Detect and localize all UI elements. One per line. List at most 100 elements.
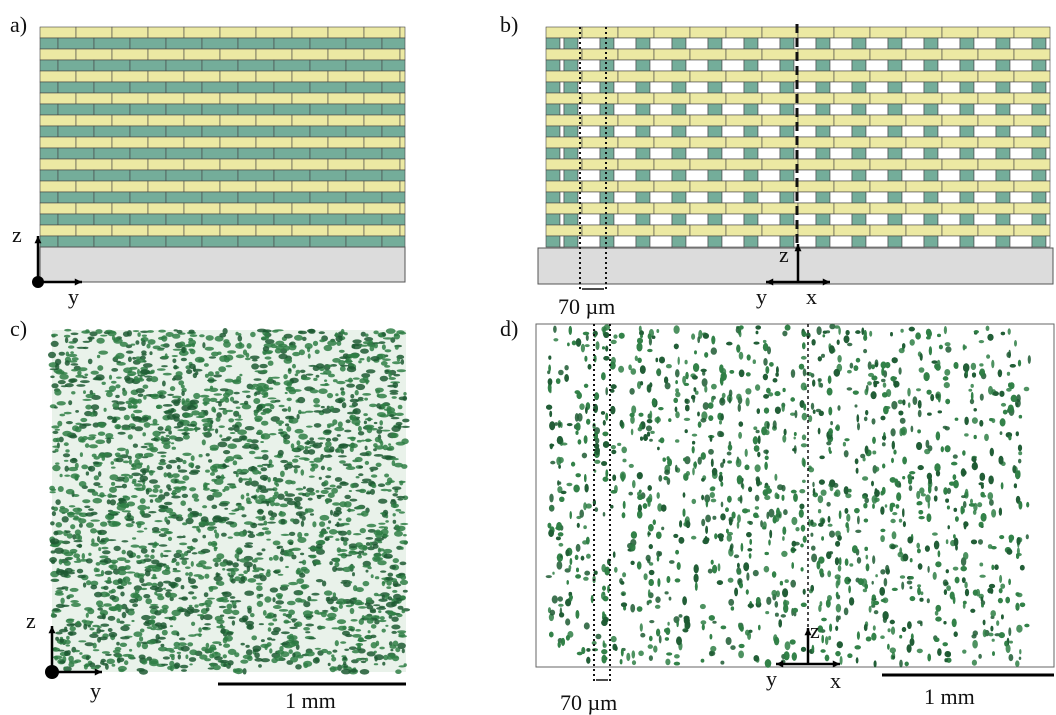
pore bbox=[238, 341, 243, 348]
brick bbox=[363, 48, 401, 61]
brick bbox=[39, 169, 59, 182]
brick-yellow bbox=[869, 136, 907, 149]
pore bbox=[127, 455, 132, 460]
pore bbox=[303, 601, 311, 608]
pore bbox=[377, 560, 387, 566]
pore bbox=[138, 545, 147, 549]
pore bbox=[908, 485, 913, 492]
pore bbox=[171, 442, 175, 445]
pore bbox=[332, 592, 337, 598]
pore bbox=[808, 467, 815, 473]
pore bbox=[155, 404, 163, 409]
pore bbox=[694, 390, 699, 395]
pore bbox=[232, 400, 240, 404]
brick-yellow bbox=[617, 70, 655, 83]
pore bbox=[122, 576, 131, 583]
pore bbox=[626, 652, 631, 662]
pore bbox=[326, 364, 333, 368]
pore bbox=[74, 462, 79, 469]
brick-yellow bbox=[689, 48, 727, 61]
pore bbox=[549, 506, 555, 510]
pore bbox=[87, 358, 93, 365]
pore bbox=[173, 364, 178, 370]
pore bbox=[236, 547, 242, 553]
pore bbox=[173, 647, 179, 649]
pore bbox=[191, 552, 198, 555]
pore bbox=[160, 435, 165, 442]
pore bbox=[721, 392, 726, 399]
brick bbox=[273, 147, 311, 160]
pore bbox=[262, 515, 266, 521]
brick-teal bbox=[815, 147, 831, 160]
pore bbox=[200, 565, 206, 568]
pore bbox=[269, 433, 277, 436]
brick bbox=[57, 235, 95, 248]
brick bbox=[201, 169, 239, 182]
pore bbox=[665, 364, 672, 369]
pore bbox=[692, 467, 695, 476]
brick-teal bbox=[923, 81, 939, 94]
pore bbox=[819, 382, 824, 388]
pore bbox=[195, 465, 201, 470]
pore bbox=[345, 517, 352, 523]
pore bbox=[946, 487, 952, 494]
pore bbox=[294, 428, 304, 434]
pore bbox=[811, 545, 816, 551]
pore bbox=[753, 426, 758, 431]
pore bbox=[99, 636, 108, 641]
pore bbox=[210, 472, 215, 476]
pore bbox=[1015, 402, 1019, 408]
pore bbox=[328, 520, 332, 524]
brick-yellow bbox=[977, 224, 1015, 237]
pore bbox=[318, 388, 328, 395]
pore-gap bbox=[1045, 213, 1051, 226]
pore bbox=[201, 646, 208, 652]
pore bbox=[321, 648, 328, 654]
pore bbox=[148, 444, 154, 449]
pore bbox=[87, 624, 91, 628]
pore bbox=[704, 385, 708, 393]
brick bbox=[111, 70, 149, 83]
pore bbox=[712, 620, 717, 624]
pore bbox=[300, 376, 311, 381]
brick bbox=[165, 213, 203, 226]
pore bbox=[377, 353, 387, 359]
pore bbox=[392, 382, 399, 389]
pore bbox=[900, 328, 904, 333]
brick-teal bbox=[743, 125, 759, 138]
pore bbox=[348, 443, 358, 449]
pore bbox=[890, 428, 896, 437]
pore bbox=[65, 421, 73, 425]
pore bbox=[582, 331, 590, 336]
pore bbox=[300, 566, 308, 571]
brick-yellow bbox=[833, 180, 871, 193]
pore bbox=[212, 516, 222, 523]
pore bbox=[279, 646, 284, 651]
pore bbox=[294, 500, 301, 508]
pore-gap bbox=[577, 37, 601, 50]
pore bbox=[158, 461, 167, 466]
pore bbox=[862, 476, 869, 481]
pore-gap bbox=[613, 191, 637, 204]
pore bbox=[184, 610, 191, 617]
pore bbox=[386, 586, 392, 589]
pore bbox=[593, 570, 598, 575]
pore-gap bbox=[757, 59, 781, 72]
pore bbox=[157, 426, 164, 431]
brick bbox=[255, 114, 293, 127]
pore bbox=[197, 614, 205, 617]
pore bbox=[330, 606, 335, 610]
pore bbox=[654, 604, 661, 609]
brick-teal bbox=[887, 103, 903, 116]
pore bbox=[119, 620, 125, 624]
brick bbox=[345, 169, 383, 182]
pore bbox=[225, 456, 235, 462]
pore-gap bbox=[937, 81, 961, 94]
pore bbox=[147, 339, 156, 345]
pore-gap bbox=[559, 125, 565, 138]
pore bbox=[253, 567, 264, 571]
pore-gap bbox=[901, 125, 925, 138]
pore bbox=[59, 413, 66, 417]
pore bbox=[369, 466, 379, 471]
pore bbox=[882, 611, 889, 621]
